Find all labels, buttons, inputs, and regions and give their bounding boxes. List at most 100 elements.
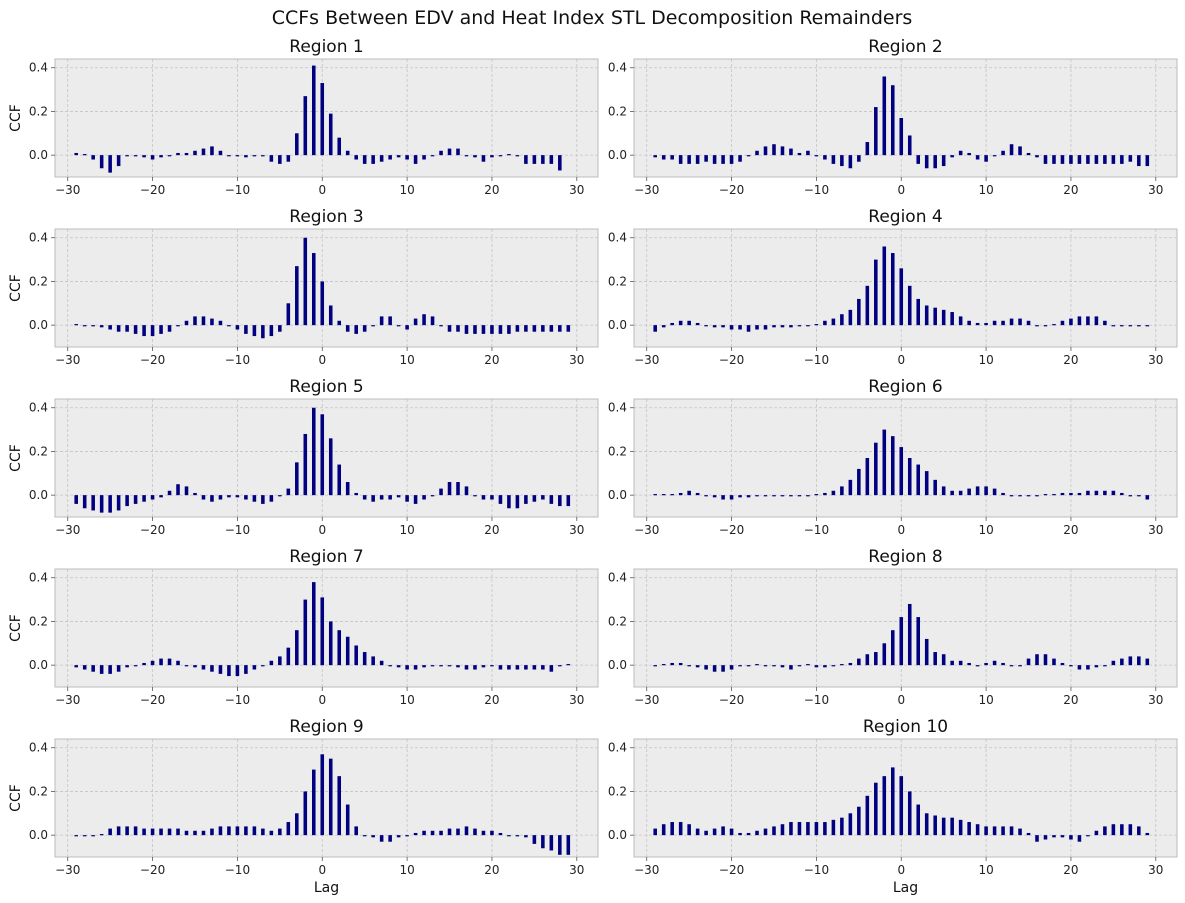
x-tick-label: −30 bbox=[634, 353, 659, 367]
ccf-bar bbox=[133, 665, 138, 667]
ccf-bar bbox=[958, 819, 963, 836]
ccf-bar bbox=[286, 822, 291, 836]
ccf-bar bbox=[558, 835, 562, 855]
ccf-bar bbox=[653, 828, 657, 836]
x-tick-label: −20 bbox=[719, 863, 744, 877]
ccf-bar bbox=[789, 822, 793, 836]
ccf-bar bbox=[950, 660, 954, 666]
ccf-bar bbox=[967, 488, 971, 496]
y-tick-label: 0.4 bbox=[608, 571, 627, 585]
ccf-bar bbox=[1035, 654, 1039, 666]
ccf-bar bbox=[218, 665, 223, 674]
ccf-bar bbox=[549, 325, 554, 332]
ccf-bar bbox=[857, 658, 861, 666]
ccf-bar bbox=[1120, 155, 1124, 164]
ccf-bar bbox=[1077, 492, 1082, 496]
ccf-bar bbox=[159, 495, 163, 498]
ccf-bar bbox=[558, 665, 562, 667]
ccf-bar bbox=[1069, 492, 1073, 496]
ccf-bar bbox=[1103, 490, 1107, 496]
ccf-bar bbox=[814, 155, 819, 157]
ccf-bar bbox=[337, 630, 342, 666]
y-tick-label: 0.2 bbox=[29, 104, 48, 118]
ccf-bar bbox=[201, 495, 206, 500]
ccf-bar bbox=[507, 835, 511, 837]
ccf-bar bbox=[524, 495, 528, 504]
x-tick-label: 0 bbox=[318, 183, 326, 197]
ccf-bar bbox=[116, 665, 121, 672]
ccf-bar bbox=[1094, 830, 1099, 836]
ccf-bar bbox=[907, 791, 912, 836]
ccf-bar bbox=[789, 148, 793, 156]
ccf-bar bbox=[193, 665, 197, 668]
ccf-bar bbox=[1137, 155, 1141, 167]
ccf-bar bbox=[882, 76, 887, 156]
ccf-bar bbox=[1026, 152, 1031, 156]
ccf-bar bbox=[218, 320, 223, 326]
ccf-bar bbox=[286, 303, 291, 326]
panel-region-6: −30 −20 −10 0 10 20 30 0.0 0.2 0.4 Region 6 bbox=[608, 377, 1178, 537]
ccf-bar bbox=[558, 325, 562, 332]
figure-title: CCFs Between EDV and Heat Index STL Deco… bbox=[272, 7, 913, 29]
x-tick-label: 30 bbox=[569, 863, 584, 877]
ccf-bar bbox=[661, 494, 666, 496]
ccf-bar bbox=[1060, 155, 1065, 164]
ccf-bar bbox=[1043, 494, 1048, 496]
ccf-bar bbox=[670, 155, 674, 160]
ccf-bar bbox=[840, 155, 844, 167]
ccf-bar bbox=[967, 320, 971, 326]
x-tick-label: 0 bbox=[318, 353, 326, 367]
ccf-bar bbox=[464, 325, 469, 334]
ccf-bar bbox=[1043, 155, 1048, 164]
ccf-bar bbox=[763, 325, 768, 330]
ccf-bar bbox=[524, 835, 528, 838]
ccf-bar bbox=[328, 438, 333, 496]
ccf-bar bbox=[763, 495, 768, 497]
ccf-bar bbox=[515, 155, 520, 157]
ccf-bar bbox=[99, 665, 104, 674]
ccf-bar bbox=[286, 488, 291, 496]
ccf-bar bbox=[763, 665, 768, 667]
ccf-bar bbox=[498, 495, 503, 504]
ccf-bar bbox=[797, 822, 802, 836]
ccf-bar bbox=[413, 155, 418, 164]
ccf-bar bbox=[549, 495, 554, 504]
ccf-bar bbox=[899, 776, 904, 836]
x-tick-label: −20 bbox=[140, 523, 165, 537]
ccf-bar bbox=[933, 479, 937, 496]
ccf-bar bbox=[235, 826, 240, 836]
ccf-bar bbox=[252, 826, 257, 836]
ccf-bar bbox=[193, 830, 197, 836]
ccf-bar bbox=[278, 828, 282, 836]
ccf-bar bbox=[541, 495, 545, 500]
ccf-bar bbox=[1128, 495, 1133, 497]
x-tick-label: −30 bbox=[55, 693, 80, 707]
ccf-bar bbox=[108, 495, 112, 513]
ccf-bar bbox=[354, 155, 358, 160]
ccf-bar bbox=[678, 662, 683, 666]
x-tick-label: −20 bbox=[719, 693, 744, 707]
ccf-bar bbox=[1094, 155, 1099, 164]
ccf-bar bbox=[74, 835, 78, 837]
ccf-bar bbox=[848, 155, 853, 169]
ccf-bar bbox=[345, 804, 350, 836]
ccf-bar bbox=[396, 155, 401, 158]
ccf-bar bbox=[269, 495, 274, 502]
ccf-bar bbox=[865, 458, 870, 496]
ccf-bar bbox=[831, 665, 836, 667]
ccf-bar bbox=[1103, 826, 1107, 836]
ccf-bar bbox=[337, 776, 342, 836]
ccf-bar bbox=[244, 325, 248, 334]
ccf-bar bbox=[1145, 155, 1150, 167]
ccf-bar bbox=[524, 155, 528, 164]
ccf-bar bbox=[261, 325, 265, 339]
ccf-bar bbox=[1120, 492, 1124, 496]
ccf-bar bbox=[695, 155, 700, 164]
ccf-bar bbox=[125, 665, 129, 668]
ccf-bar bbox=[142, 325, 146, 337]
ccf-bar bbox=[1128, 325, 1133, 327]
panel-title: Region 4 bbox=[868, 207, 942, 227]
ccf-bar bbox=[933, 155, 937, 169]
ccf-bar bbox=[218, 150, 223, 156]
ccf-bar bbox=[865, 142, 870, 156]
